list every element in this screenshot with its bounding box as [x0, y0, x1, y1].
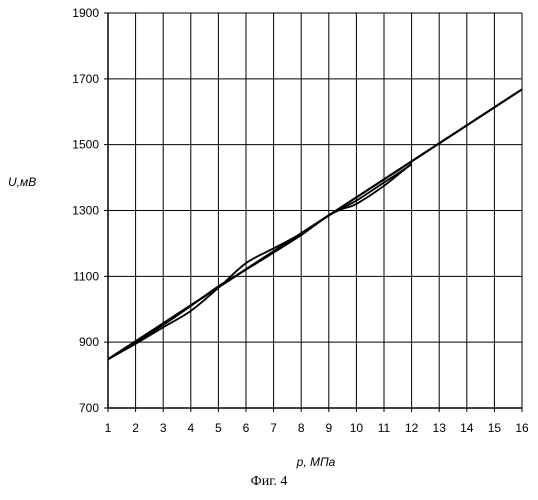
- y-tick-label: 1900: [72, 6, 99, 20]
- x-tick-label: 15: [488, 421, 502, 435]
- y-tick-label: 900: [79, 335, 99, 349]
- x-tick-label: 1: [105, 421, 112, 435]
- x-tick-label: 10: [350, 421, 364, 435]
- x-tick-label: 3: [160, 421, 167, 435]
- x-tick-label: 8: [298, 421, 305, 435]
- x-tick-label: 2: [132, 421, 139, 435]
- series-layer: [108, 89, 522, 359]
- x-tick-label: 13: [433, 421, 447, 435]
- x-tick-label: 12: [405, 421, 419, 435]
- x-tick-label: 16: [515, 421, 529, 435]
- y-tick-label: 700: [79, 401, 99, 415]
- grid: [104, 13, 522, 412]
- x-tick-label: 9: [325, 421, 332, 435]
- y-tick-label: 1700: [72, 72, 99, 86]
- y-axis-label: U,мВ: [8, 175, 36, 189]
- y-tick-label: 1100: [73, 269, 99, 283]
- y-tick-label: 1300: [72, 204, 99, 218]
- x-tick-label: 5: [215, 421, 222, 435]
- tick-labels: 1234567891011121314151670090011001300150…: [72, 6, 529, 435]
- y-tick-label: 1500: [72, 138, 99, 152]
- x-tick-label: 7: [270, 421, 277, 435]
- x-tick-label: 11: [378, 421, 391, 435]
- x-tick-label: 6: [243, 421, 250, 435]
- x-axis-label: p, МПа: [296, 455, 336, 469]
- x-tick-label: 14: [460, 421, 474, 435]
- x-tick-label: 4: [187, 421, 194, 435]
- figure-caption: Фиг. 4: [0, 474, 538, 490]
